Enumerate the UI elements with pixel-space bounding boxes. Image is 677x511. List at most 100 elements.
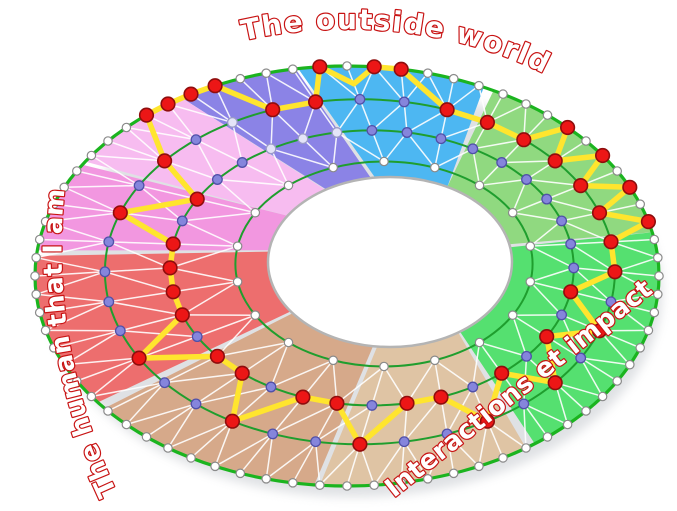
outer-node bbox=[422, 473, 433, 484]
mesh-line bbox=[336, 131, 385, 163]
mesh-line bbox=[38, 301, 110, 314]
score-node-red bbox=[162, 260, 178, 276]
mesh-line bbox=[270, 341, 290, 388]
score-node-red bbox=[224, 413, 240, 429]
outer-node bbox=[34, 234, 45, 245]
ring2-node bbox=[159, 377, 171, 389]
ring3-node bbox=[265, 381, 277, 393]
outer-node bbox=[261, 68, 271, 78]
outer-node bbox=[30, 271, 40, 281]
score-node-red bbox=[366, 59, 382, 75]
mesh-line bbox=[371, 129, 385, 163]
mesh-line bbox=[319, 443, 361, 486]
mesh-line bbox=[181, 220, 239, 247]
ring4-node bbox=[283, 337, 294, 348]
score-node-red bbox=[189, 191, 205, 207]
mesh-line bbox=[216, 178, 257, 214]
outer-node bbox=[643, 325, 654, 336]
ring4-node bbox=[250, 310, 261, 320]
score-node-red bbox=[138, 107, 155, 123]
ring2-node bbox=[190, 134, 202, 146]
score-node-red bbox=[479, 413, 496, 429]
mesh-line bbox=[167, 103, 234, 124]
mesh-line bbox=[53, 203, 122, 214]
mesh-line bbox=[190, 93, 234, 124]
ring4-node bbox=[379, 361, 389, 372]
score-node-red bbox=[516, 132, 532, 148]
mesh-line bbox=[90, 381, 166, 398]
score-node-red bbox=[160, 96, 176, 112]
mesh-line bbox=[125, 126, 166, 162]
mesh-line bbox=[76, 170, 140, 187]
ring4-node bbox=[283, 180, 294, 191]
ring4-node bbox=[429, 162, 440, 173]
ring4-node bbox=[328, 355, 338, 366]
mesh-line bbox=[190, 420, 234, 459]
mesh-line bbox=[119, 330, 198, 338]
outer-node bbox=[448, 73, 459, 84]
mesh-line bbox=[403, 72, 429, 103]
ring4-node bbox=[379, 156, 389, 167]
mesh-line bbox=[406, 108, 448, 134]
ring3-node bbox=[236, 157, 248, 168]
mesh-line bbox=[214, 420, 234, 468]
mesh-line bbox=[314, 404, 373, 443]
mesh-line bbox=[38, 238, 110, 243]
score-node-red bbox=[234, 365, 250, 381]
ring2-node bbox=[103, 296, 115, 308]
mesh-lines bbox=[34, 65, 660, 487]
mesh-line bbox=[302, 359, 334, 398]
mesh-line bbox=[373, 440, 405, 486]
outer-node bbox=[103, 136, 113, 146]
outer-node bbox=[498, 453, 508, 463]
score-node-red bbox=[563, 284, 579, 300]
mesh-line bbox=[34, 271, 106, 277]
outer-node bbox=[342, 481, 352, 491]
mesh-line bbox=[270, 359, 334, 388]
mesh-line bbox=[231, 386, 272, 422]
score-node-red bbox=[559, 119, 576, 136]
mesh-line bbox=[383, 131, 408, 163]
ring3-node bbox=[366, 399, 378, 411]
mesh-line bbox=[90, 154, 166, 162]
mesh-line bbox=[167, 420, 234, 449]
ring3-node bbox=[211, 174, 223, 185]
mesh-line bbox=[371, 365, 385, 407]
mesh-line bbox=[35, 293, 110, 303]
score-node-red bbox=[539, 329, 555, 345]
mesh-line bbox=[529, 245, 575, 269]
score-node-red bbox=[157, 153, 173, 169]
outer-node bbox=[369, 480, 379, 490]
ring3-node bbox=[401, 127, 413, 138]
mesh-line bbox=[181, 281, 239, 316]
outer-node bbox=[287, 477, 298, 488]
ring2-node bbox=[103, 236, 115, 248]
mesh-line bbox=[610, 241, 659, 259]
mesh-line bbox=[216, 314, 257, 358]
mesh-line bbox=[104, 267, 171, 273]
mesh-line bbox=[169, 267, 239, 283]
score-node-red bbox=[622, 179, 638, 195]
mesh-line bbox=[119, 314, 184, 332]
score-node-red bbox=[295, 389, 311, 405]
mesh-line bbox=[196, 198, 257, 214]
score-node-red bbox=[207, 78, 223, 94]
outer-node bbox=[103, 406, 113, 416]
mesh-line bbox=[610, 293, 659, 303]
mesh-line bbox=[434, 359, 474, 388]
score-node-red bbox=[174, 307, 190, 323]
mesh-line bbox=[196, 314, 257, 338]
mesh-line bbox=[302, 137, 334, 169]
ring2-node bbox=[605, 296, 617, 308]
outer-node bbox=[652, 289, 663, 300]
mesh-line bbox=[63, 184, 140, 189]
mesh-line bbox=[125, 126, 197, 141]
mesh-line bbox=[427, 433, 448, 480]
outer-node bbox=[72, 166, 82, 176]
mesh-line bbox=[406, 359, 436, 405]
score-node-red bbox=[329, 395, 345, 411]
ring4-node bbox=[525, 276, 536, 287]
mesh-line bbox=[270, 148, 334, 169]
score-node-red bbox=[393, 61, 409, 77]
